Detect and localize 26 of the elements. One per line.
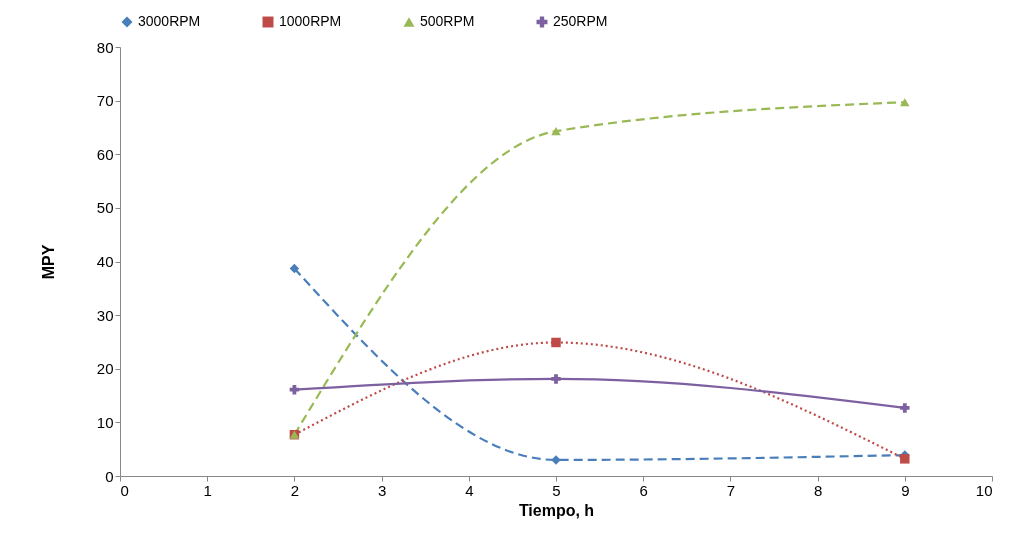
x-tick-label: 9 <box>901 481 910 499</box>
x-tick-label: 7 <box>726 481 736 499</box>
y-tick-label: 20 <box>96 360 114 378</box>
x-tick-label: 3 <box>377 481 387 499</box>
y-tick-label: 40 <box>96 253 114 270</box>
x-tick-label: 5 <box>552 481 561 499</box>
y-tick-label: 30 <box>96 306 114 324</box>
y-tick-label: 10 <box>96 413 114 431</box>
legend-label: 500RPM <box>420 13 475 29</box>
y-tick-label: 60 <box>96 145 114 163</box>
x-tick-label: 0 <box>120 481 129 499</box>
x-tick-label: 8 <box>813 481 823 499</box>
x-tick-label: 2 <box>290 481 300 499</box>
x-axis-title: Tiempo, h <box>518 501 595 519</box>
x-tick-label: 4 <box>465 481 474 499</box>
x-tick-label: 1 <box>203 481 212 499</box>
y-tick-label: 70 <box>96 92 114 110</box>
y-axis-title: MPY <box>39 244 57 280</box>
legend-label: 250RPM <box>553 13 608 29</box>
x-tick-label: 6 <box>639 481 648 499</box>
legend-label: 1000RPM <box>279 13 342 29</box>
y-tick-label: 0 <box>105 467 114 485</box>
legend-label: 3000RPM <box>138 13 201 29</box>
x-tick-label: 10 <box>975 481 993 499</box>
y-tick-label: 50 <box>96 199 114 217</box>
y-tick-label: 80 <box>96 38 114 56</box>
